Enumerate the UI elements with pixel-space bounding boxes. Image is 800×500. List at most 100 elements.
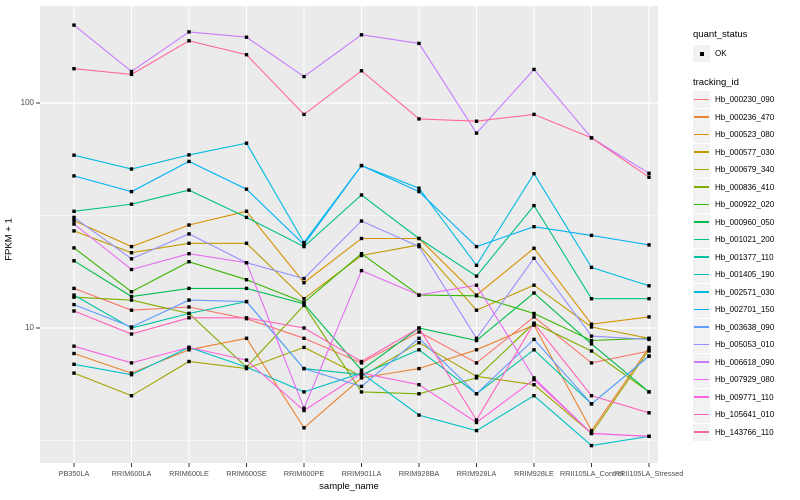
data-point bbox=[532, 311, 536, 316]
data-point bbox=[72, 362, 76, 366]
data-point bbox=[417, 189, 421, 194]
legend-key-line-icon bbox=[694, 98, 709, 101]
legend-key-box bbox=[693, 301, 710, 318]
data-point bbox=[532, 246, 536, 250]
data-point bbox=[187, 159, 191, 164]
legend-key-box bbox=[693, 283, 710, 301]
data-point bbox=[532, 291, 536, 295]
data-point bbox=[647, 337, 651, 342]
data-point bbox=[187, 39, 191, 43]
legend-key-box bbox=[693, 126, 710, 143]
legend-key-line-icon bbox=[694, 413, 709, 416]
data-point bbox=[359, 252, 364, 256]
data-point bbox=[532, 172, 536, 176]
data-point bbox=[359, 236, 364, 241]
data-point bbox=[474, 336, 479, 340]
x-tick-label: PB350LA bbox=[58, 469, 90, 478]
data-point bbox=[474, 283, 479, 287]
data-point bbox=[589, 265, 594, 270]
legend-key-line-icon bbox=[694, 238, 709, 241]
data-point bbox=[532, 203, 536, 208]
data-point bbox=[417, 392, 421, 396]
legend-key-box bbox=[693, 231, 710, 248]
data-point bbox=[72, 295, 76, 299]
data-point bbox=[474, 294, 479, 298]
data-point bbox=[72, 174, 76, 178]
data-point bbox=[302, 281, 306, 285]
x-tick-label: RRIM600LA bbox=[111, 469, 152, 478]
legend-key-box bbox=[693, 45, 710, 62]
data-point bbox=[474, 263, 479, 267]
data-point bbox=[474, 418, 479, 422]
data-point bbox=[359, 69, 364, 73]
legend-key-box bbox=[693, 371, 710, 388]
data-point bbox=[244, 316, 249, 320]
x-tick-label: RRIM600PE bbox=[283, 469, 325, 478]
legend-title-quant-status: quant_status bbox=[693, 29, 748, 40]
data-point bbox=[244, 299, 249, 304]
data-point bbox=[187, 260, 191, 264]
data-point bbox=[72, 67, 76, 71]
data-point bbox=[417, 117, 421, 121]
data-point bbox=[532, 321, 536, 325]
data-point bbox=[474, 420, 479, 425]
data-point bbox=[589, 322, 594, 326]
data-point bbox=[302, 426, 306, 430]
data-point bbox=[187, 305, 191, 309]
data-point bbox=[129, 332, 134, 336]
data-point bbox=[244, 365, 249, 369]
data-point bbox=[244, 35, 249, 39]
data-point bbox=[417, 244, 421, 249]
data-point bbox=[244, 215, 249, 220]
data-point bbox=[129, 72, 134, 77]
data-point bbox=[129, 244, 134, 249]
data-point bbox=[532, 67, 536, 72]
data-point bbox=[129, 251, 134, 255]
data-point bbox=[187, 298, 191, 302]
legend-key-box bbox=[693, 423, 710, 441]
data-point bbox=[302, 345, 306, 350]
legend-key-line-icon bbox=[694, 396, 709, 398]
data-point bbox=[589, 342, 594, 346]
data-point bbox=[302, 302, 306, 306]
x-tick-label: RRII105LA_Stressed bbox=[614, 469, 684, 478]
legend-key-box bbox=[693, 266, 710, 283]
data-point bbox=[474, 131, 479, 135]
data-point bbox=[187, 252, 191, 256]
data-point bbox=[244, 286, 249, 291]
data-point bbox=[187, 188, 191, 192]
legend-label: Hb_001021_200 bbox=[715, 235, 775, 244]
data-point bbox=[532, 315, 536, 319]
x-tick-label: RRIM600LE bbox=[169, 469, 209, 478]
data-point bbox=[589, 394, 594, 398]
data-point bbox=[359, 253, 364, 258]
legend-key-line-icon bbox=[694, 186, 709, 188]
legend-label: Hb_006618_090 bbox=[715, 357, 775, 367]
data-point bbox=[129, 325, 134, 329]
data-point bbox=[302, 240, 306, 245]
data-point bbox=[474, 361, 479, 365]
legend-key-line-icon bbox=[694, 431, 709, 433]
data-point bbox=[647, 171, 651, 175]
legend-label: Hb_005053_010 bbox=[715, 340, 775, 349]
data-point bbox=[302, 408, 306, 413]
data-point bbox=[359, 390, 364, 394]
data-point bbox=[72, 218, 76, 223]
data-point bbox=[187, 348, 191, 352]
data-point bbox=[129, 308, 134, 312]
data-point bbox=[359, 384, 364, 389]
legend-key-box bbox=[693, 248, 710, 266]
legend-key-box bbox=[693, 353, 710, 371]
data-point bbox=[187, 232, 191, 236]
legend-label: Hb_143766_110 bbox=[715, 427, 774, 437]
data-point bbox=[589, 297, 594, 301]
data-point bbox=[532, 383, 536, 387]
legend-key-line-icon bbox=[694, 291, 709, 293]
legend-label: Hb_000922_020 bbox=[715, 200, 775, 209]
data-point bbox=[244, 278, 249, 282]
data-point bbox=[187, 316, 191, 320]
data-point bbox=[302, 112, 306, 117]
data-point bbox=[244, 261, 249, 265]
legend-label: Hb_002701_150 bbox=[715, 305, 775, 314]
x-tick-label: RRIM901LA bbox=[341, 469, 382, 478]
